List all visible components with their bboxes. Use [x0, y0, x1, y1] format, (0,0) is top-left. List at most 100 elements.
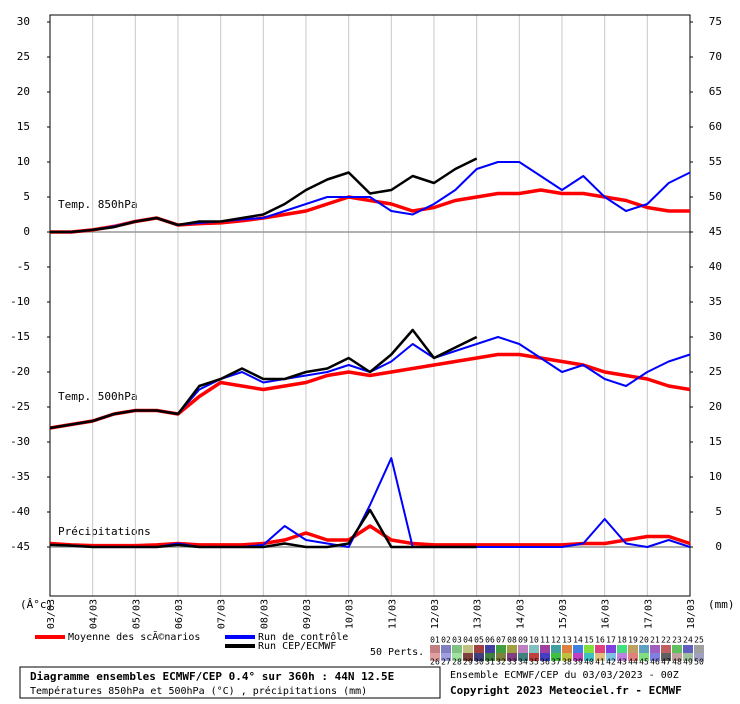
member-swatch	[694, 645, 704, 653]
member-swatch	[661, 653, 671, 661]
member-swatch	[573, 645, 583, 653]
member-swatch	[474, 653, 484, 661]
member-swatch	[683, 645, 693, 653]
y2-tick-label: 75	[709, 15, 722, 28]
member-swatch	[540, 645, 550, 653]
member-swatch	[463, 645, 473, 653]
plot-frame	[49, 14, 691, 597]
y2-unit: (mm)	[708, 598, 735, 611]
member-label: 25	[694, 636, 704, 645]
y-tick-label: -20	[10, 365, 30, 378]
x-tick-label: 05/03	[131, 599, 142, 629]
y-tick-label: -5	[17, 260, 30, 273]
member-label: 23	[672, 636, 682, 645]
footer-copyright: Copyright 2023 Meteociel.fr - ECMWF	[450, 684, 682, 697]
member-label: 34	[518, 658, 528, 667]
annotation: Temp. 850hPa	[58, 198, 137, 211]
member-swatch	[617, 653, 627, 661]
y-tick-label: -30	[10, 435, 30, 448]
member-label: 41	[595, 658, 605, 667]
member-label: 28	[452, 658, 462, 667]
footer-subtitle: Températures 850hPa et 500hPa (°C) , pré…	[30, 685, 367, 697]
member-label: 32	[496, 658, 506, 667]
member-label: 06	[485, 636, 495, 645]
member-swatch	[672, 653, 682, 661]
y2-tick-label: 60	[709, 120, 722, 133]
x-tick-label: 15/03	[558, 599, 569, 629]
member-label: 47	[661, 658, 671, 667]
y2-tick-label: 5	[715, 505, 722, 518]
y2-tick-label: 0	[715, 540, 722, 553]
member-swatch	[441, 653, 451, 661]
member-swatch	[694, 653, 704, 661]
member-swatch	[595, 645, 605, 653]
footer-title: Diagramme ensembles ECMWF/CEP 0.4° sur 3…	[30, 670, 394, 683]
member-swatch	[595, 653, 605, 661]
y-tick-label: 5	[23, 190, 30, 203]
member-swatch	[617, 645, 627, 653]
member-swatch	[562, 653, 572, 661]
y2-tick-label: 30	[709, 330, 722, 343]
y-tick-label: 0	[23, 225, 30, 238]
y2-tick-label: 70	[709, 50, 722, 63]
y-tick-label: 30	[17, 15, 30, 28]
member-label: 04	[463, 636, 473, 645]
member-label: 09	[518, 636, 528, 645]
y-tick-label: 10	[17, 155, 30, 168]
legend-label: Run de contrôle	[258, 631, 348, 643]
member-swatch	[606, 645, 616, 653]
member-swatch	[474, 645, 484, 653]
member-swatch	[485, 645, 495, 653]
member-label: 29	[463, 658, 473, 667]
member-swatch	[650, 645, 660, 653]
annotation: Temp. 500hPa	[58, 390, 137, 403]
member-swatch	[606, 653, 616, 661]
x-tick-label: 17/03	[643, 599, 654, 629]
member-label: 31	[485, 658, 495, 667]
member-swatch	[584, 653, 594, 661]
member-label: 01	[430, 636, 440, 645]
y2-tick-label: 25	[709, 365, 722, 378]
x-tick-label: 04/03	[89, 599, 100, 629]
member-label: 35	[529, 658, 539, 667]
member-swatch	[452, 653, 462, 661]
member-label: 43	[617, 658, 627, 667]
member-swatch	[672, 645, 682, 653]
member-swatch	[441, 645, 451, 653]
y-tick-label: 25	[17, 50, 30, 63]
x-tick-label: 06/03	[174, 599, 185, 629]
x-tick-label: 16/03	[601, 599, 612, 629]
member-swatch	[661, 645, 671, 653]
member-swatch	[529, 645, 539, 653]
x-tick-label: 14/03	[515, 599, 526, 629]
footer-box	[19, 666, 441, 699]
member-label: 02	[441, 636, 451, 645]
annotation: Précipitations	[58, 525, 151, 538]
member-label: 38	[562, 658, 572, 667]
member-swatch	[573, 653, 583, 661]
y-unit: (Â°c)	[20, 598, 53, 611]
member-swatch	[463, 653, 473, 661]
y-tick-label: -10	[10, 295, 30, 308]
member-label: 48	[672, 658, 682, 667]
member-swatch	[430, 653, 440, 661]
member-swatch	[650, 653, 660, 661]
member-label: 18	[617, 636, 627, 645]
series-line	[49, 508, 477, 549]
member-swatch	[430, 645, 440, 653]
y2-tick-label: 40	[709, 260, 722, 273]
member-swatch	[628, 653, 638, 661]
x-tick-label: 09/03	[302, 599, 313, 629]
member-swatch	[496, 645, 506, 653]
x-tick-label: 11/03	[387, 599, 398, 629]
x-tick-label: 10/03	[345, 599, 356, 629]
member-label: 37	[551, 658, 561, 667]
member-label: 11	[540, 636, 550, 645]
member-label: 36	[540, 658, 550, 667]
y-tick-label: -40	[10, 505, 30, 518]
member-label: 40	[584, 658, 594, 667]
member-swatch	[518, 653, 528, 661]
y2-tick-label: 35	[709, 295, 722, 308]
member-label: 05	[474, 636, 484, 645]
